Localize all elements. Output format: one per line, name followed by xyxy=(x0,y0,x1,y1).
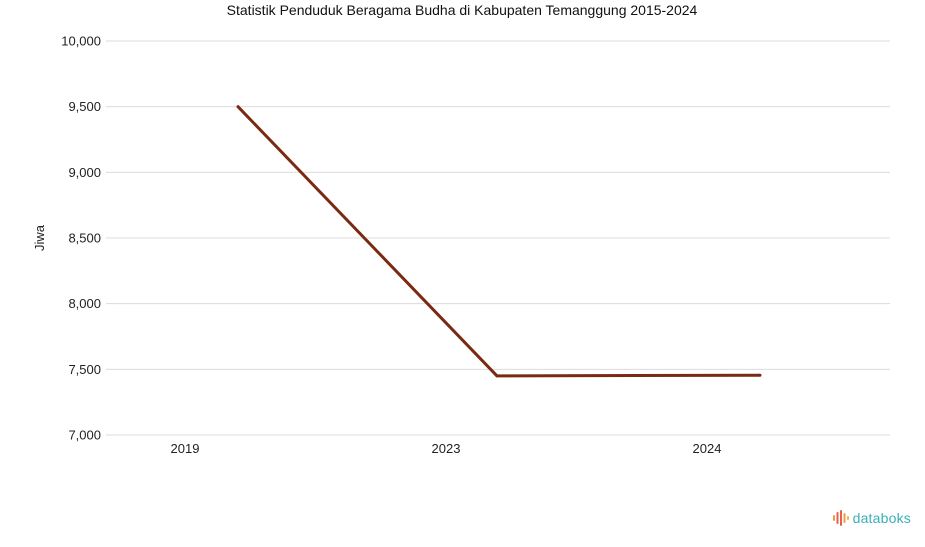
x-tick-labels: 2019 2023 2024 xyxy=(171,441,722,456)
y-tick-label: 9,000 xyxy=(68,165,101,180)
y-tick-label: 9,500 xyxy=(68,99,101,114)
data-point xyxy=(758,373,762,377)
y-tick-label: 7,000 xyxy=(68,428,101,443)
y-tick-labels: 7,000 7,500 8,000 8,500 9,000 9,500 10,000 xyxy=(61,34,101,443)
x-tick-label: 2024 xyxy=(693,441,722,456)
series-line xyxy=(236,105,761,378)
x-tick-label: 2023 xyxy=(432,441,461,456)
data-point xyxy=(495,374,499,378)
databoks-brand: databoks xyxy=(832,509,911,527)
data-point xyxy=(236,105,240,109)
y-tick-label: 8,000 xyxy=(68,296,101,311)
y-tick-label: 10,000 xyxy=(61,34,101,49)
y-tick-label: 8,500 xyxy=(68,231,101,246)
x-tick-label: 2019 xyxy=(171,441,200,456)
databoks-logo-text: databoks xyxy=(852,510,911,526)
databoks-logo-icon xyxy=(832,510,849,526)
y-tick-label: 7,500 xyxy=(68,362,101,377)
y-axis-label: Jiwa xyxy=(32,224,47,251)
series-lines xyxy=(236,105,762,378)
chart-title: Statistik Penduduk Beragama Budha di Kab… xyxy=(227,2,698,18)
